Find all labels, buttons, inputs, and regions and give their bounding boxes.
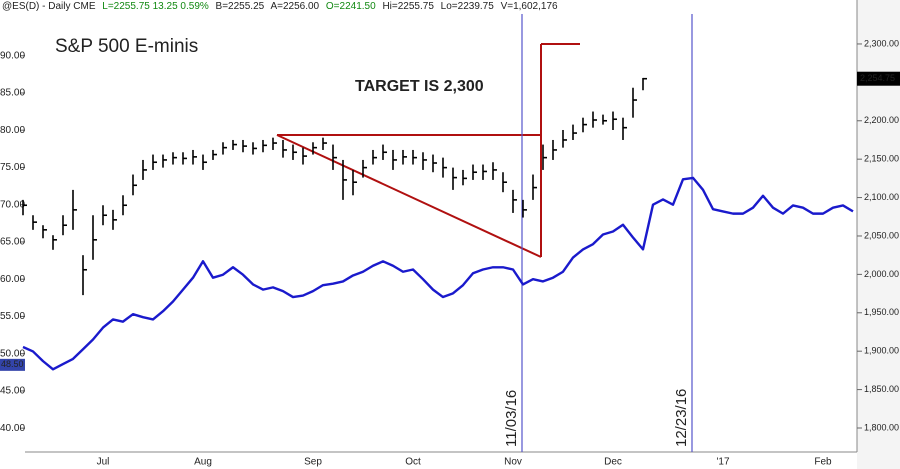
y2-tick-label: 2,150.00 [864, 154, 899, 164]
x-tick-label: '17 [716, 457, 729, 468]
x-tick-label: Jul [97, 457, 110, 468]
header-high: Hi=2255.75 [382, 1, 434, 12]
line-series [22, 176, 854, 371]
trend-line [276, 134, 542, 258]
y-last-box [0, 358, 25, 371]
annotation: TARGET IS 2,300 [355, 78, 484, 95]
header-symbol: @ES(D) - Daily CME [2, 1, 96, 12]
header-ask: A=2256.00 [270, 1, 319, 12]
trend-drawings [276, 43, 580, 258]
y2-tick-label: 2,050.00 [864, 230, 899, 240]
y-tick-label: 80.00 [0, 125, 25, 136]
chart-title: S&P 500 E-minis [55, 36, 198, 57]
x-tick-label: Dec [604, 457, 622, 468]
y-tick-label: 65.00 [0, 237, 25, 248]
y2-tick-label: 1,800.00 [864, 422, 899, 432]
x-tick-label: Sep [304, 457, 322, 468]
header-bid: B=2255.25 [216, 1, 265, 12]
y2-tick-label: 1,950.00 [864, 307, 899, 317]
y2-tick-label: 1,850.00 [864, 384, 899, 394]
y2-last-label: 2,254.75 [860, 73, 895, 83]
x-tick-label: Aug [194, 457, 212, 468]
vertical-marker-label: 12/23/16 [673, 389, 690, 447]
y-tick-label: 40.00 [0, 423, 25, 434]
x-tick-label: Nov [504, 457, 522, 468]
y2-tick-label: 2,000.00 [864, 269, 899, 279]
header-volume: V=1,602,176 [501, 1, 558, 12]
y2-tick-label: 2,100.00 [864, 192, 899, 202]
header-low: Lo=2239.75 [441, 1, 495, 12]
y-tick-label: 55.00 [0, 311, 25, 322]
plot-area: 40.00 45.00 50.00 55.00 60.00 65.00 70.00 75.00… [0, 38, 900, 468]
y-tick-label: 70.00 [0, 199, 25, 210]
y2-last-box [857, 71, 900, 86]
x-tick-label: Feb [814, 457, 832, 468]
y2-tick-label: 1,900.00 [864, 346, 899, 356]
y-tick-label: 50.00 [0, 348, 25, 359]
header: @ES(D) - Daily CME L=2255.75 13.25 0.59%… [2, 1, 558, 12]
vertical-marker-label: 11/03/16 [503, 390, 520, 447]
y-tick-label: 75.00 [0, 162, 25, 173]
header-open: O=2241.50 [326, 1, 376, 12]
y2-tick-label: 2,300.00 [864, 38, 899, 48]
y-tick-label: 90.00 [0, 50, 25, 61]
x-tick-label: Oct [405, 457, 421, 468]
y-tick-label: 45.00 [0, 386, 25, 397]
header-last: L=2255.75 13.25 0.59% [102, 1, 209, 12]
y-last-label: 48.50 [1, 359, 24, 369]
y-tick-label: 60.00 [0, 274, 25, 285]
y2-tick-label: 2,200.00 [864, 115, 899, 125]
vertical-markers: 11/03/16 12/23/16 [503, 14, 693, 452]
y-tick-label: 85.00 [0, 88, 25, 99]
